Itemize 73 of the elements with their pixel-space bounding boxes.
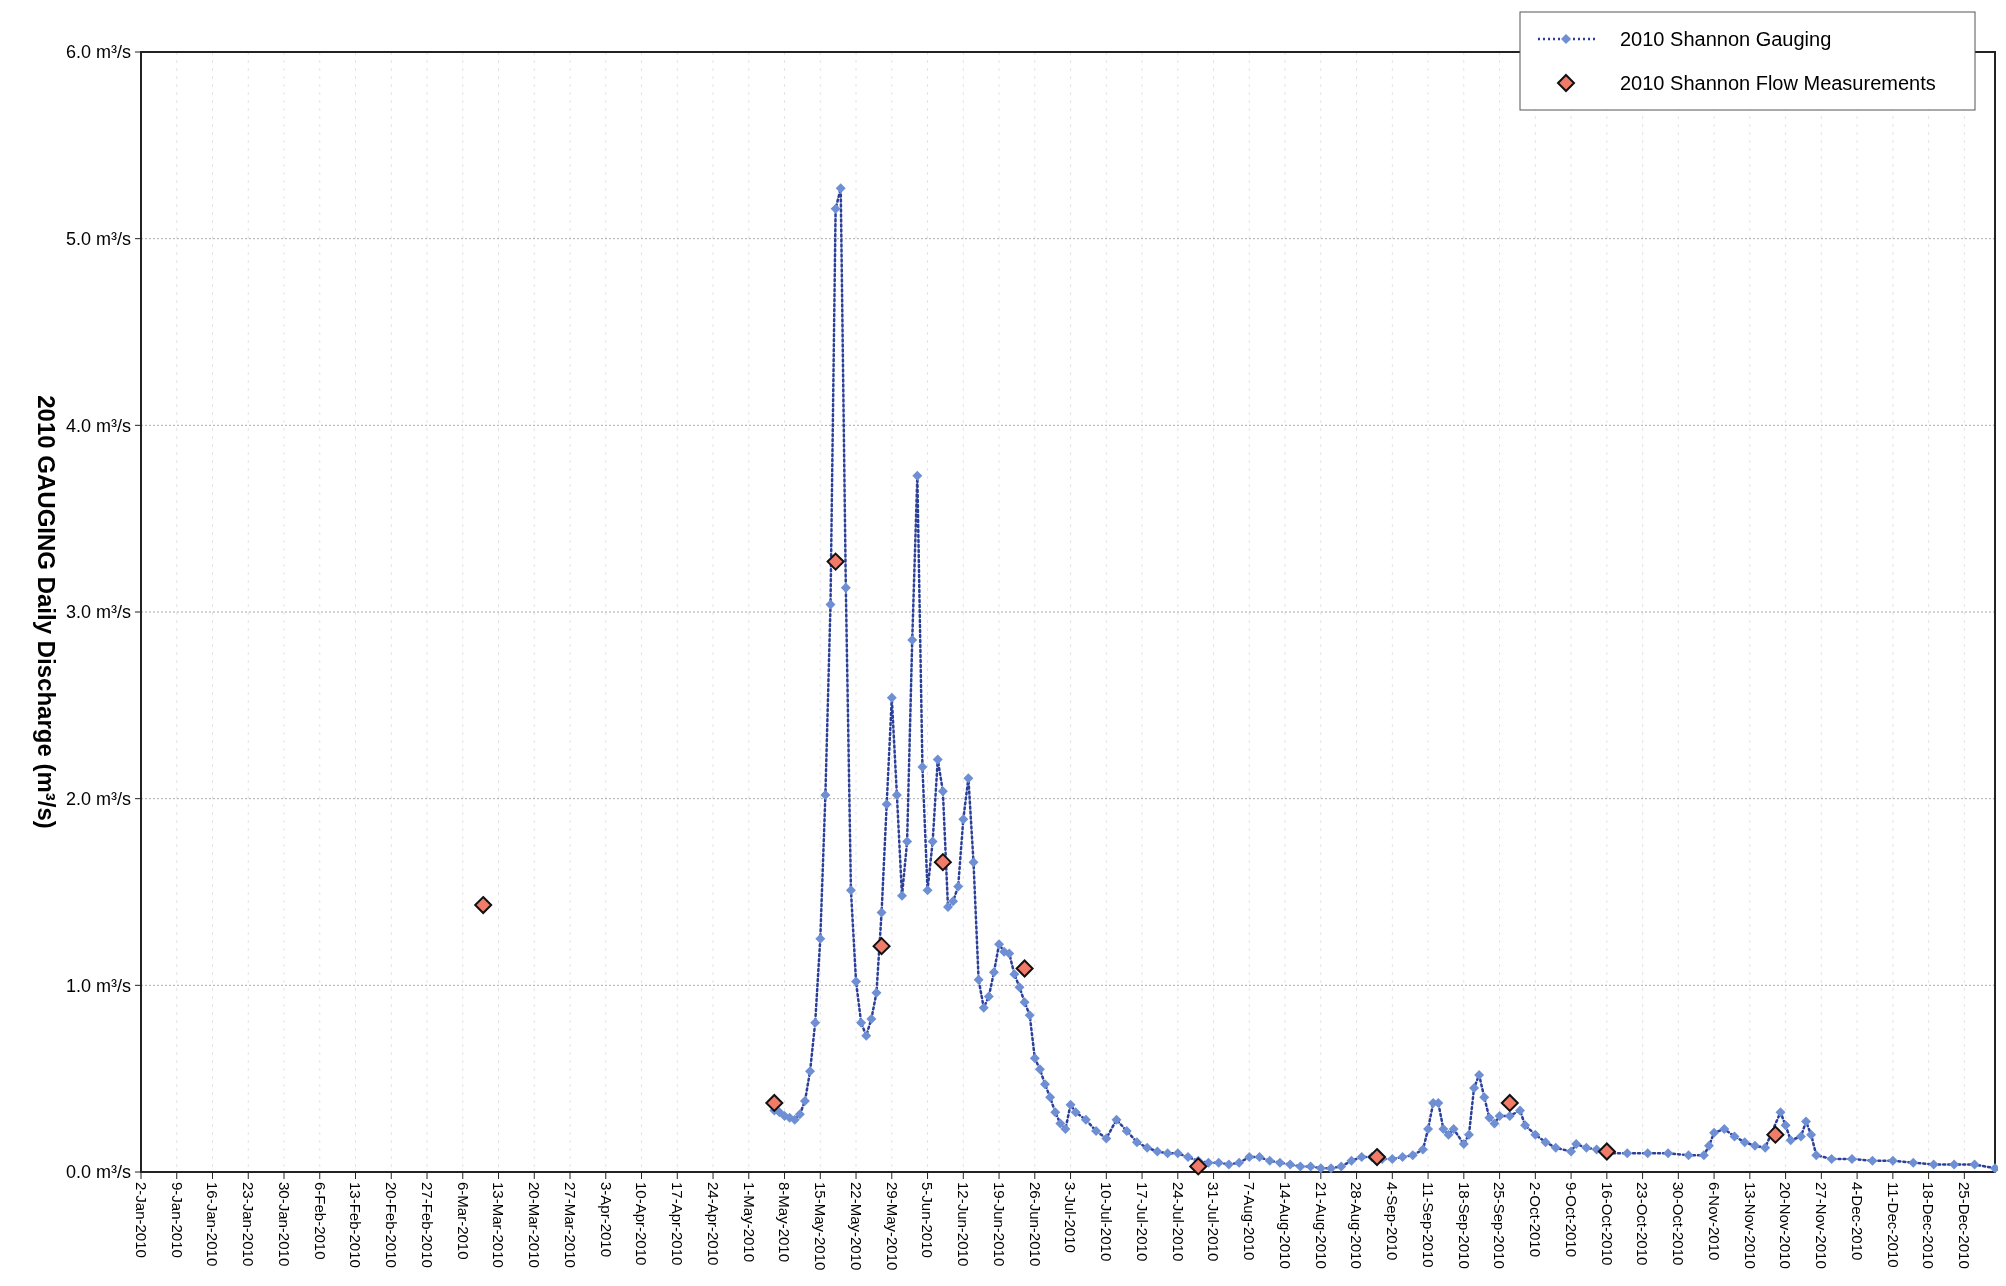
legend-label: 2010 Shannon Gauging — [1620, 28, 1832, 50]
x-tick-label: 5-Jun-2010 — [919, 1182, 937, 1258]
x-tick-label: 21-Aug-2010 — [1312, 1182, 1330, 1269]
x-tick-label: 25-Dec-2010 — [1956, 1182, 1974, 1269]
x-tick-label: 22-May-2010 — [847, 1182, 865, 1271]
x-tick-label: 31-Jul-2010 — [1205, 1182, 1223, 1262]
x-tick-label: 4-Dec-2010 — [1848, 1182, 1866, 1261]
x-tick-label: 30-Jan-2010 — [275, 1182, 293, 1267]
x-tick-label: 29-May-2010 — [883, 1182, 901, 1271]
x-tick-label: 8-May-2010 — [776, 1182, 794, 1263]
y-tick-label: 2.0 m³/s — [65, 788, 131, 809]
point — [933, 853, 952, 872]
x-tick-label: 30-Oct-2010 — [1670, 1182, 1688, 1266]
x-tick-label: 16-Oct-2010 — [1598, 1182, 1616, 1266]
x-tick-label: 2-Oct-2010 — [1527, 1182, 1545, 1258]
x-tick-label: 23-Oct-2010 — [1634, 1182, 1652, 1266]
x-tick-label: 26-Jun-2010 — [1026, 1182, 1044, 1267]
x-tick-label: 28-Aug-2010 — [1348, 1182, 1366, 1269]
x-tick-label: 3-Apr-2010 — [597, 1182, 615, 1258]
point — [1500, 1093, 1519, 1112]
x-tick-label: 10-Jul-2010 — [1098, 1182, 1116, 1262]
x-tick-label: 27-Mar-2010 — [561, 1182, 579, 1268]
x-tick-label: 10-Apr-2010 — [633, 1182, 651, 1266]
x-tick-label: 3-Jul-2010 — [1062, 1182, 1080, 1253]
point — [474, 896, 493, 915]
point — [765, 1093, 784, 1112]
x-tick-label: 24-Apr-2010 — [704, 1182, 722, 1266]
y-tick-label: 4.0 m³/s — [65, 415, 131, 436]
x-tick-label: 11-Sep-2010 — [1419, 1182, 1437, 1268]
point — [1597, 1142, 1616, 1161]
x-tick-label: 6-Mar-2010 — [454, 1182, 472, 1260]
x-tick-label: 9-Jan-2010 — [168, 1182, 186, 1258]
y-tick-label: 0.0 m³/s — [65, 1162, 131, 1183]
x-tick-label: 18-Sep-2010 — [1455, 1182, 1473, 1269]
x-tick-label: 19-Jun-2010 — [990, 1182, 1008, 1267]
x-tick-label: 13-Mar-2010 — [490, 1182, 508, 1268]
y-tick-label: 1.0 m³/s — [65, 975, 131, 996]
x-tick-label: 1-May-2010 — [740, 1182, 758, 1263]
x-tick-label: 24-Jul-2010 — [1169, 1182, 1187, 1262]
y-tick-label: 6.0 m³/s — [65, 42, 131, 63]
x-tick-label: 23-Jan-2010 — [240, 1182, 258, 1267]
x-tick-label: 13-Nov-2010 — [1741, 1182, 1759, 1269]
x-tick-label: 20-Feb-2010 — [383, 1182, 401, 1268]
x-tick-label: 14-Aug-2010 — [1276, 1182, 1294, 1269]
x-tick-label: 9-Oct-2010 — [1562, 1182, 1580, 1258]
point — [872, 937, 891, 956]
y-axis-title: 2010 GAUGING Daily Discharge (m³/s) — [33, 395, 60, 829]
point — [1766, 1125, 1785, 1144]
x-tick-label: 6-Nov-2010 — [1705, 1182, 1723, 1261]
x-tick-label: 6-Feb-2010 — [311, 1182, 329, 1260]
x-tick-label: 7-Aug-2010 — [1241, 1182, 1259, 1261]
x-tick-label: 18-Dec-2010 — [1920, 1182, 1938, 1269]
point — [826, 552, 845, 571]
point — [1189, 1157, 1208, 1176]
x-tick-label: 13-Feb-2010 — [347, 1182, 365, 1268]
y-tick-label: 5.0 m³/s — [65, 228, 131, 249]
x-tick-label: 12-Jun-2010 — [955, 1182, 973, 1267]
x-tick-label: 27-Nov-2010 — [1813, 1182, 1831, 1269]
point — [1368, 1148, 1386, 1167]
legend-label: 2010 Shannon Flow Measurements — [1620, 72, 1936, 94]
x-tick-label: 16-Jan-2010 — [204, 1182, 222, 1267]
x-tick-label: 20-Nov-2010 — [1777, 1182, 1795, 1269]
y-tick-label: 3.0 m³/s — [65, 602, 131, 623]
x-tick-label: 17-Jul-2010 — [1133, 1182, 1151, 1262]
x-tick-label: 27-Feb-2010 — [418, 1182, 436, 1268]
x-tick-label: 11-Dec-2010 — [1884, 1182, 1902, 1268]
x-tick-label: 17-Apr-2010 — [669, 1182, 687, 1266]
point — [1015, 959, 1034, 978]
x-tick-label: 4-Sep-2010 — [1384, 1182, 1402, 1261]
x-tick-label: 15-May-2010 — [812, 1182, 830, 1271]
x-tick-label: 2-Jan-2010 — [132, 1182, 150, 1258]
x-tick-label: 25-Sep-2010 — [1491, 1182, 1509, 1269]
x-tick-label: 20-Mar-2010 — [526, 1182, 544, 1268]
